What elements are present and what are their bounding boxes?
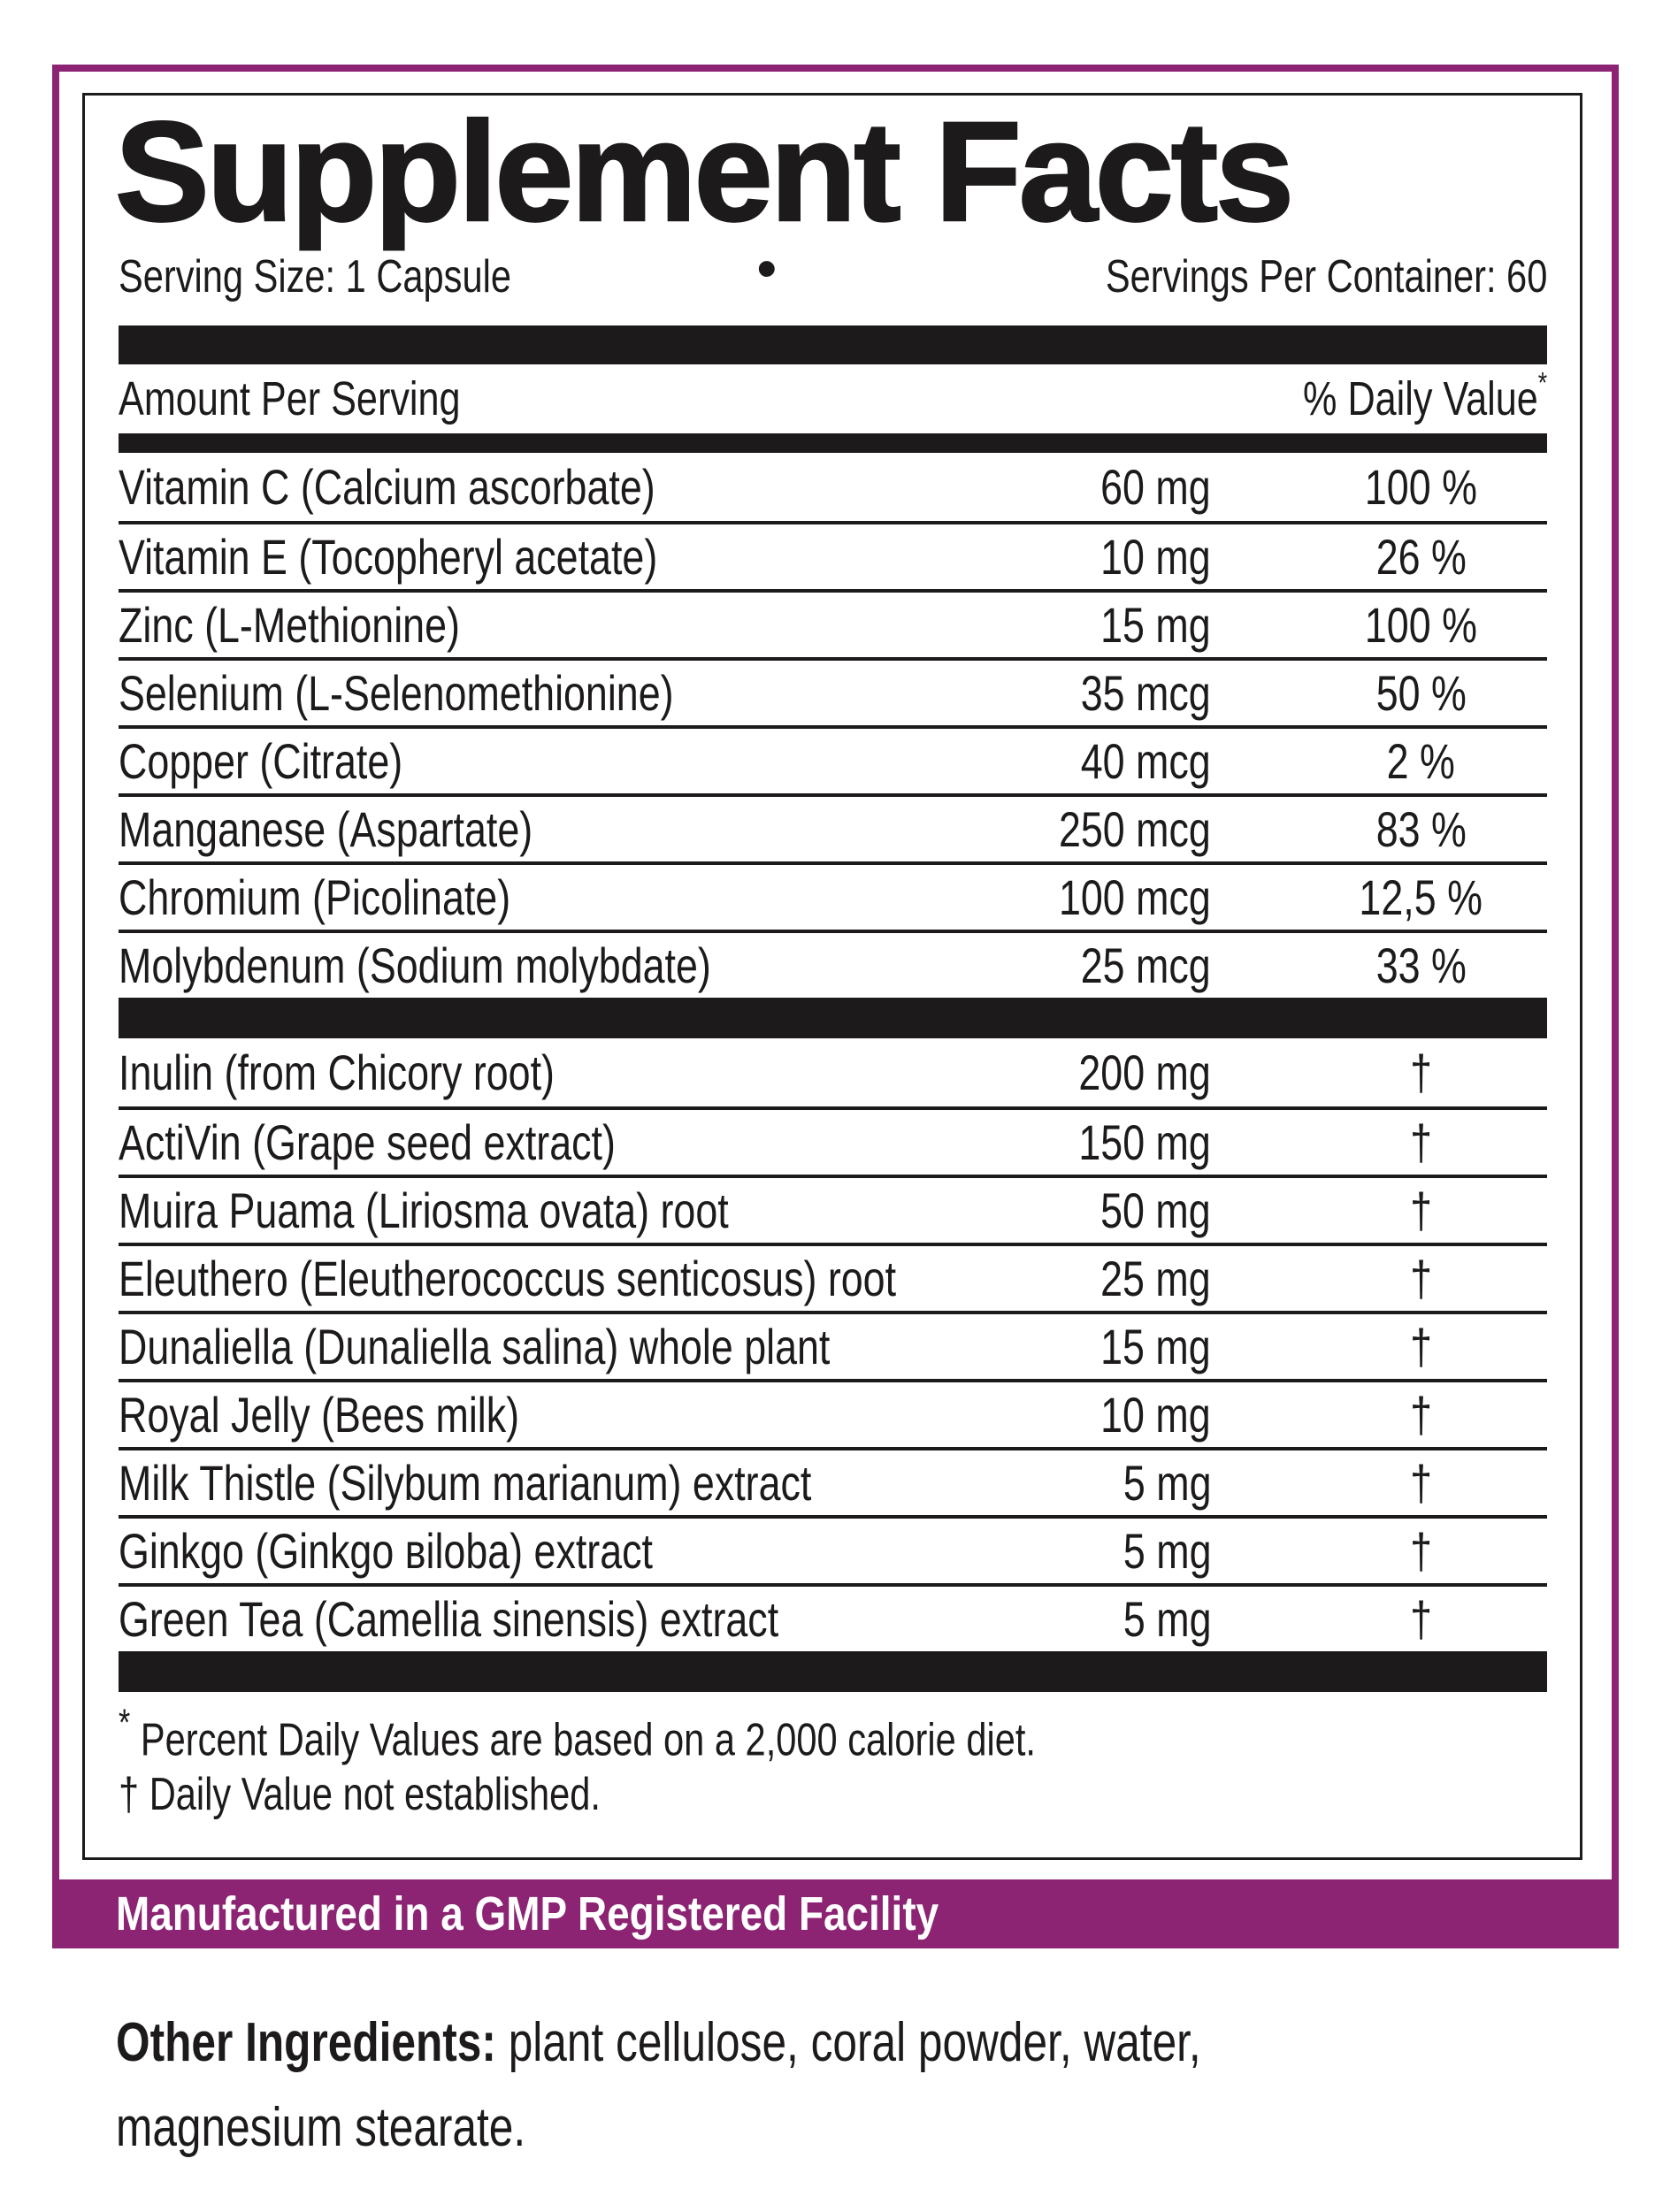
amount-value: 250 mcg (1059, 801, 1211, 857)
table-row: Royal Jelly (Bees milk) 10 mg † (119, 1379, 1547, 1447)
amount-value: 5 mg (1122, 1591, 1211, 1647)
ingredient-name: Manganese (Aspartate) (119, 801, 533, 857)
ingredient-name: Muira Puama (Liriosma ovata) root (119, 1183, 729, 1238)
daily-value: 83 % (1375, 801, 1467, 857)
table-row: Muira Puama (Liriosma ovata) root 50 mg † (119, 1175, 1547, 1243)
ingredient-name: Green Tea (Camellia sinensis) extract (119, 1591, 779, 1647)
separator-bullet-wrap: • (609, 239, 995, 303)
table-row: Zinc (L-Methionine) 15 mg 100 % (119, 589, 1547, 657)
table-row: Manganese (Aspartate) 250 mcg 83 % (119, 793, 1547, 861)
ingredient-name: Selenium (L-Selenomethionine) (119, 665, 674, 721)
other-ingredients-line2: magnesium stearate. (116, 2097, 526, 2159)
bottom-divider-bar (119, 1651, 1547, 1692)
ingredient-name: Copper (Citrate) (119, 733, 403, 789)
botanicals-section: Inulin (from Chicory root) 200 mg † ActiVin… (119, 1038, 1547, 1651)
ingredient-name: Ginkgo (Ginkgo вiloba) extract (119, 1523, 653, 1579)
daily-value-asterisk: * (1537, 367, 1547, 400)
amount-value: 40 mcg (1081, 733, 1211, 789)
daily-value: † (1410, 1455, 1432, 1511)
amount-value: 35 mcg (1081, 665, 1211, 721)
table-row: ActiVin (Grape seed extract) 150 mg † (119, 1106, 1547, 1175)
table-row: Molybdenum (Sodium molybdate) 25 mcg 33 % (119, 930, 1547, 998)
amount-value: 100 mcg (1059, 869, 1211, 925)
bullet-icon: • (756, 235, 778, 301)
daily-value: † (1410, 1251, 1432, 1306)
amount-value: 200 mg (1078, 1045, 1211, 1100)
facts-content: Supplement Facts Serving Size: 1 Capsule… (85, 96, 1580, 1857)
supplement-facts-panel: Supplement Facts Serving Size: 1 Capsule… (82, 93, 1582, 1860)
facts-title: Supplement Facts (114, 96, 1296, 250)
amount-per-serving-header: Amount Per Serving (119, 372, 461, 425)
daily-value: 100 % (1364, 597, 1478, 653)
daily-value: 100 % (1364, 459, 1478, 515)
footnote-asterisk: * Percent Daily Values are based on a 2,… (119, 1702, 1036, 1766)
ingredient-name: Vitamin E (Tocopheryl acetate) (119, 529, 658, 585)
table-row: Chromium (Picolinate) 100 mcg 12,5 % (119, 861, 1547, 930)
ingredient-name: Chromium (Picolinate) (119, 869, 511, 925)
daily-value: 50 % (1375, 665, 1467, 721)
amount-value: 5 mg (1122, 1455, 1211, 1511)
amount-value: 10 mg (1100, 529, 1211, 585)
ingredient-name: Royal Jelly (Bees milk) (119, 1387, 520, 1443)
section-divider-bar (119, 998, 1547, 1038)
table-row: Selenium (L-Selenomethionine) 35 mcg 50 % (119, 657, 1547, 725)
amount-value: 60 mg (1100, 459, 1211, 515)
table-row: Ginkgo (Ginkgo вiloba) extract 5 mg † (119, 1515, 1547, 1583)
ingredient-name: Milk Thistle (Silybum marianum) extract (119, 1455, 812, 1511)
servings-per-container: Servings Per Container: 60 (1105, 251, 1547, 302)
daily-value: 33 % (1375, 938, 1467, 993)
table-row: Inulin (from Chicory root) 200 mg † (119, 1038, 1547, 1106)
daily-value: † (1410, 1319, 1432, 1374)
table-row: Copper (Citrate) 40 mcg 2 % (119, 725, 1547, 793)
footnotes: * Percent Daily Values are based on a 2,… (119, 1692, 1547, 1822)
daily-value: † (1410, 1591, 1432, 1647)
minerals-section: Vitamin C (Calcium ascorbate) 60 mg 100 % V… (119, 453, 1547, 998)
ingredient-name: Molybdenum (Sodium molybdate) (119, 938, 711, 993)
amount-value: 10 mg (1100, 1387, 1211, 1443)
amount-value: 150 mg (1078, 1114, 1211, 1170)
daily-value: † (1410, 1114, 1432, 1170)
serving-size: Serving Size: 1 Capsule (119, 251, 511, 302)
ingredient-name: Dunaliella (Dunaliella salina) whole pla… (119, 1319, 831, 1374)
table-row: Milk Thistle (Silybum marianum) extract 5… (119, 1447, 1547, 1515)
table-row: Vitamin E (Tocopheryl acetate) 10 mg 26 % (119, 521, 1547, 589)
gmp-banner-text: Manufactured in a GMP Registered Facilit… (116, 1887, 939, 1940)
column-header-row: Amount Per Serving % Daily Value* (119, 364, 1547, 433)
daily-value-header: % Daily Value* (1302, 367, 1547, 425)
ingredient-name: ActiVin (Grape seed extract) (119, 1114, 616, 1170)
amount-value: 15 mg (1100, 1319, 1211, 1374)
daily-value: † (1410, 1387, 1432, 1443)
table-row: Vitamin C (Calcium ascorbate) 60 mg 100 % (119, 453, 1547, 521)
amount-value: 25 mcg (1081, 938, 1211, 993)
ingredient-name: Zinc (L-Methionine) (119, 597, 460, 653)
amount-value: 25 mg (1100, 1251, 1211, 1306)
amount-value: 50 mg (1100, 1183, 1211, 1238)
table-row: Dunaliella (Dunaliella salina) whole pla… (119, 1311, 1547, 1379)
ingredient-name: Inulin (from Chicory root) (119, 1045, 555, 1100)
daily-value: 2 % (1386, 733, 1456, 789)
daily-value: † (1410, 1045, 1432, 1100)
divider-bar-thin (119, 433, 1547, 453)
gmp-banner: Manufactured in a GMP Registered Facilit… (59, 1879, 1612, 1948)
daily-value: 12,5 % (1359, 869, 1483, 925)
ingredient-name: Eleuthero (Eleutherococcus senticosus) r… (119, 1251, 897, 1306)
daily-value: 26 % (1375, 529, 1467, 585)
other-ingredients: Other Ingredients: plant cellulose, cora… (116, 2001, 1602, 2170)
table-row: Eleuthero (Eleutherococcus senticosus) r… (119, 1243, 1547, 1311)
divider-bar-top (119, 325, 1547, 364)
amount-value: 5 mg (1122, 1523, 1211, 1579)
daily-value: † (1410, 1523, 1432, 1579)
daily-value: † (1410, 1183, 1432, 1238)
label-frame: Supplement Facts Serving Size: 1 Capsule… (52, 65, 1619, 1948)
amount-value: 15 mg (1100, 597, 1211, 653)
serving-row: Serving Size: 1 Capsule • Servings Per C… (119, 239, 1547, 308)
table-row: Green Tea (Camellia sinensis) extract 5 m… (119, 1583, 1547, 1651)
other-ingredients-label: Other Ingredients: (116, 2012, 496, 2073)
footnote-dagger: † Daily Value not established. (119, 1768, 601, 1820)
other-ingredients-line1: plant cellulose, coral powder, water, (495, 2012, 1201, 2073)
ingredient-name: Vitamin C (Calcium ascorbate) (119, 459, 655, 515)
